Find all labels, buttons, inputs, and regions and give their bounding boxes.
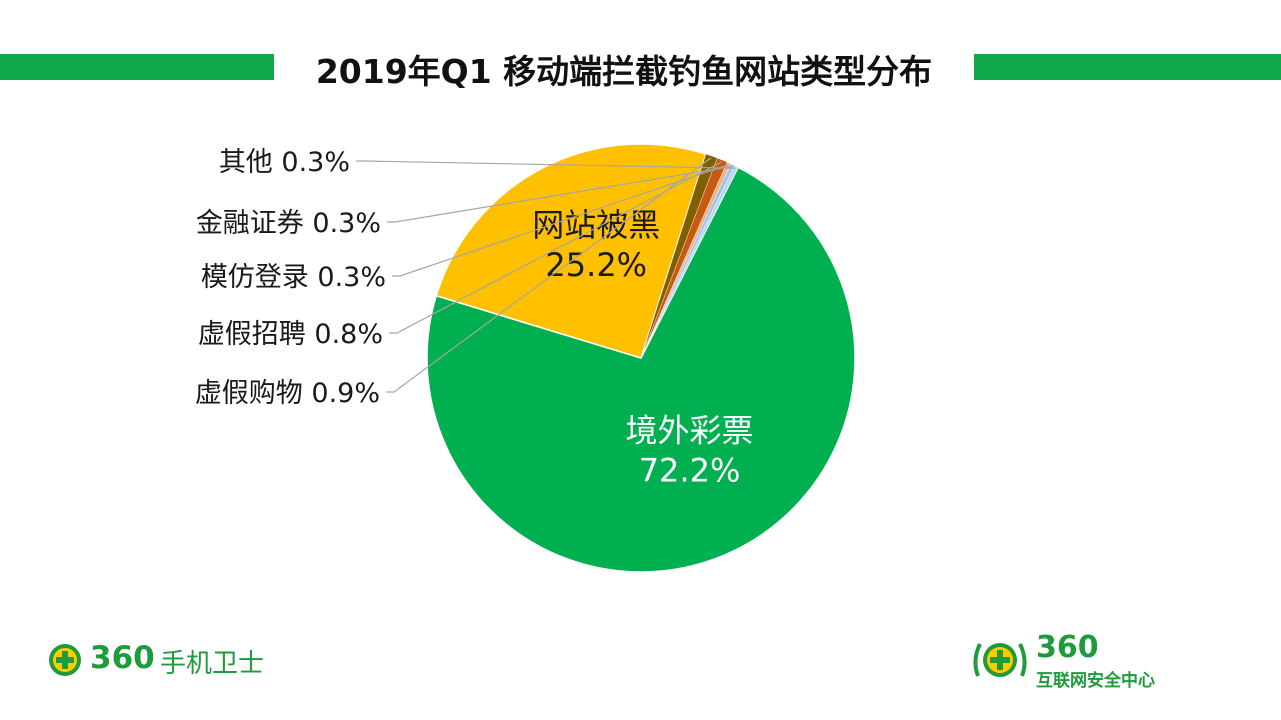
pie-slice <box>426 166 856 573</box>
title-bar: 2019年Q1 移动端拦截钓鱼网站类型分布 <box>0 52 1281 91</box>
chart-title: 2019年Q1 移动端拦截钓鱼网站类型分布 <box>315 52 933 91</box>
logo-360-mobile-security: 360 手机卫士 <box>48 640 328 680</box>
slice-label-name: 境外彩票 <box>626 412 754 450</box>
leader-line <box>392 164 729 277</box>
slice-label: 金融证券 0.3% <box>196 208 381 239</box>
leader-line <box>389 161 722 334</box>
brand-name: 手机卫士 <box>160 649 265 679</box>
slice-label: 模仿登录 0.3% <box>201 262 386 293</box>
slice-label: 其他 0.3% <box>219 147 350 178</box>
slice-label-value: 25.2% <box>545 246 647 284</box>
brand-name: 互联网安全中心 <box>1036 671 1155 691</box>
slice-label: 虚假购物 0.9% <box>195 378 380 409</box>
slice-label-name: 网站被黑 <box>532 206 660 244</box>
laurel-shield-icon <box>973 643 1027 677</box>
leader-line <box>387 165 732 223</box>
title-accent-bar-left <box>0 54 274 80</box>
logo-360-internet-security-center: 360 互联网安全中心 <box>970 630 1200 691</box>
leader-line <box>356 160 736 169</box>
slice-label: 虚假招聘 0.8% <box>198 319 383 350</box>
title-accent-bar-right <box>974 54 1281 80</box>
brand-number: 360 <box>90 640 155 676</box>
leader-line <box>386 157 712 393</box>
shield-plus-icon <box>49 644 81 676</box>
slice-label-value: 72.2% <box>639 452 741 490</box>
brand-number: 360 <box>1036 630 1099 665</box>
pie-slice <box>640 165 739 359</box>
